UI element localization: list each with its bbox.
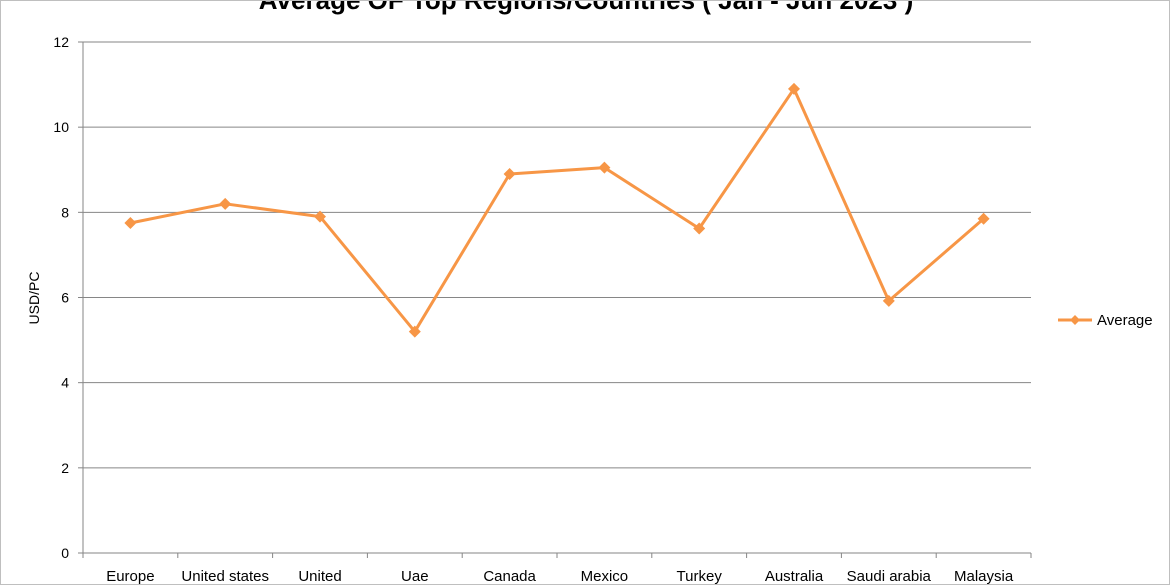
x-tick-label: Mexico [581,568,629,584]
x-tick-label: Uae [401,568,429,584]
y-tick-label: 8 [61,204,69,220]
legend-entry-average: Average [1097,311,1153,329]
data-point [219,197,232,210]
data-point [314,210,326,223]
x-tick-label: Malaysia [954,568,1014,584]
x-tick-label: Canada [483,568,536,584]
y-tick-label: 2 [61,460,69,476]
x-tick-label: Australia [765,568,824,584]
data-point [598,161,611,174]
data-point [124,216,137,229]
x-tick-label: Turkey [677,568,723,584]
x-tick-label: Europe [106,568,154,584]
x-tick-label: United [298,568,341,584]
series-line [130,87,985,334]
x-tick-label: Saudi arabia [847,568,932,584]
data-point [408,325,421,338]
data-point [693,222,706,235]
y-tick-label: 0 [61,545,69,561]
x-tick-label: United states [181,568,269,584]
y-tick-label: 4 [61,375,69,391]
chart-title: Average OF Top Regions/Countries ( Jan -… [258,0,914,15]
data-point [977,212,990,225]
data-point [882,294,895,307]
y-tick-label: 12 [53,34,69,50]
legend-swatch [1058,315,1092,325]
legend: Average [1057,310,1153,330]
data-point [788,82,800,95]
y-tick-label: 6 [61,290,69,306]
y-tick-label: 10 [53,119,69,135]
data-point [503,168,516,181]
